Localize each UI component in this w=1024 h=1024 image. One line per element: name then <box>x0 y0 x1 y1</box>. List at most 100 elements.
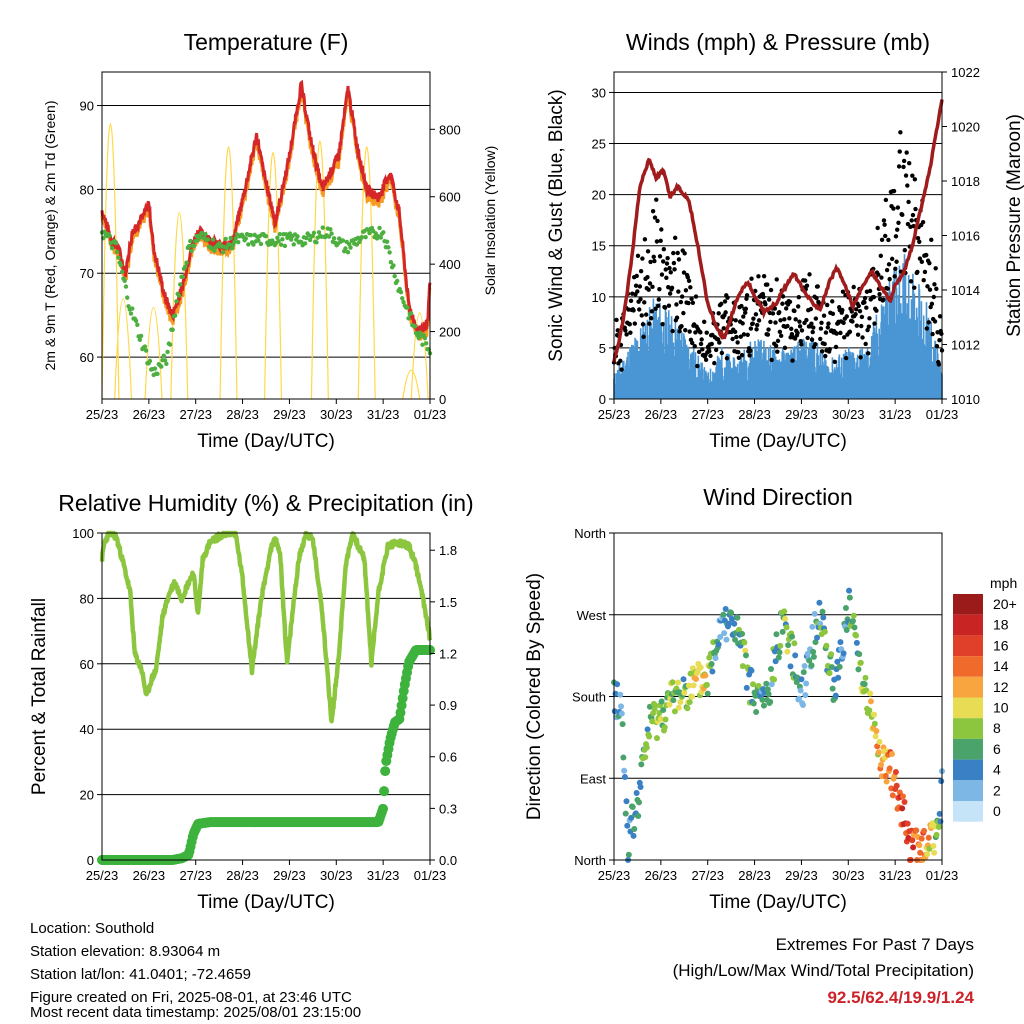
gust-point <box>919 259 925 265</box>
dewpoint-point <box>161 353 167 358</box>
winds-left-tick-label: 5 <box>599 341 606 356</box>
gust-point <box>912 285 917 290</box>
direction-point <box>840 650 847 657</box>
direction-point <box>798 676 805 683</box>
dewpoint-point <box>107 233 112 238</box>
gust-point <box>747 353 752 358</box>
direction-x-tick-label: 25/23 <box>598 868 631 883</box>
dewpoint-point <box>165 349 170 355</box>
gust-point <box>841 320 846 326</box>
gust-point <box>937 314 943 319</box>
direction-point <box>618 703 625 710</box>
gust-point <box>645 274 650 280</box>
gust-point <box>795 304 801 309</box>
legend-label: 8 <box>993 720 1001 736</box>
dewpoint-point <box>359 234 365 240</box>
dewpoint-point <box>130 306 135 311</box>
direction-point <box>750 681 757 688</box>
direction-point <box>862 674 869 681</box>
direction-point <box>814 634 821 641</box>
gust-point <box>811 325 816 330</box>
gust-point <box>769 357 774 363</box>
direction-point <box>623 798 630 805</box>
dewpoint-point <box>178 282 183 287</box>
direction-point <box>630 832 637 839</box>
direction-point <box>722 605 729 612</box>
gust-point <box>927 260 932 266</box>
gust-point <box>739 303 744 309</box>
gust-point <box>787 316 792 321</box>
direction-point <box>924 851 931 858</box>
direction-point <box>767 698 774 705</box>
humidity-line <box>99 530 433 724</box>
gust-point <box>741 332 747 337</box>
direction-point <box>878 761 885 768</box>
gust-point <box>743 306 749 311</box>
direction-point <box>781 608 788 615</box>
gust-point <box>778 318 783 323</box>
direction-point <box>850 612 857 619</box>
gust-point <box>756 274 761 279</box>
dewpoint-point <box>246 242 251 247</box>
gust-point <box>751 316 756 321</box>
direction-point <box>631 825 638 832</box>
gust-point <box>672 235 678 241</box>
gust-point <box>659 272 665 277</box>
dewpoint-point <box>233 236 238 241</box>
dewpoint-point <box>251 242 256 247</box>
gust-point <box>681 270 687 275</box>
gust-point <box>688 285 693 290</box>
gust-point <box>895 205 901 210</box>
gust-point <box>818 326 824 331</box>
gust-point <box>782 345 788 351</box>
gust-point <box>652 258 657 264</box>
gust-point <box>682 251 687 256</box>
dewpoint-point <box>180 274 185 279</box>
direction-point <box>653 735 660 742</box>
legend-swatch <box>953 718 983 739</box>
direction-point <box>669 679 676 686</box>
direction-point <box>910 844 917 851</box>
gust-point <box>901 158 907 164</box>
gust-point <box>690 340 695 346</box>
legend-label: 12 <box>993 679 1009 695</box>
direction-point <box>904 820 911 827</box>
gust-point <box>770 311 776 316</box>
direction-point <box>846 587 853 594</box>
direction-point <box>748 667 755 674</box>
gust-point <box>700 347 705 352</box>
gust-point <box>647 281 653 286</box>
direction-point <box>791 640 798 647</box>
direction-point <box>684 705 691 712</box>
gust-point <box>830 311 836 317</box>
dewpoint-point <box>167 342 173 347</box>
temperature-title: Temperature (F) <box>184 29 349 55</box>
gust-point <box>666 303 672 308</box>
dewpoint-point <box>295 234 300 239</box>
humidity-x-tick-label: 29/23 <box>273 868 306 883</box>
direction-point <box>810 648 817 655</box>
direction-point <box>753 709 760 716</box>
gust-point <box>765 282 770 287</box>
gust-point <box>628 298 634 304</box>
direction-point <box>899 805 906 812</box>
gust-point <box>689 296 694 301</box>
gust-point <box>859 314 865 320</box>
gust-point <box>796 295 802 300</box>
direction-point <box>823 642 830 649</box>
dewpoint-point <box>164 361 169 367</box>
gust-point <box>681 310 686 316</box>
dewpoint-point <box>227 242 232 247</box>
dewpoint-point <box>263 234 269 239</box>
direction-point <box>715 641 722 648</box>
direction-tick-label: North <box>574 526 606 541</box>
dewpoint-point <box>347 241 352 247</box>
gust-point <box>827 347 832 352</box>
gust-point <box>915 236 921 241</box>
gust-point <box>748 326 754 331</box>
direction-point <box>820 614 827 621</box>
gust-point <box>939 331 944 337</box>
dewpoint-point <box>256 238 261 243</box>
gust-point <box>648 259 653 265</box>
